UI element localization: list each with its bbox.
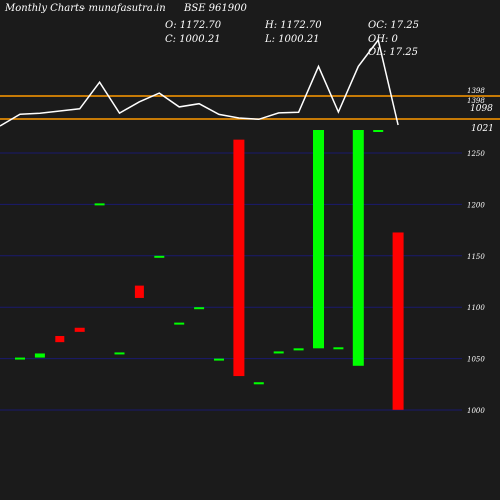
candle-11 [214,358,224,361]
high-value: H: 1172.70 [265,20,322,31]
candle-1 [15,357,25,360]
candle-9 [174,322,185,325]
site-name: - munafasutra.in [82,3,166,14]
y-tick-label: 1050 [467,356,485,364]
low-value: L: 1000.21 [265,34,320,45]
y-tick-label: 1250 [467,150,485,158]
chart-brand: Monthly Charts [5,3,85,14]
close-value: C: 1000.21 [165,34,221,45]
ol-value: OL: 17.25 [368,47,419,58]
y-tick-label: 1100 [467,304,485,312]
reference-label-low: 1098 [470,104,493,114]
candle-8 [154,255,165,258]
reference-label-high: 1398 [467,87,485,95]
y-tick-label: 1000 [467,407,485,415]
line-top-label: 1021 [471,124,494,134]
candle-20 [392,232,404,410]
candle-14 [273,351,284,354]
candle-3 [55,335,65,343]
candle-16 [313,130,324,349]
symbol-label: BSE 961900 [184,3,247,14]
candle-2 [34,353,45,358]
open-value: O: 1172.70 [165,20,222,31]
candle-10 [194,307,205,310]
candle-4 [74,327,85,332]
candle-18 [352,130,364,366]
candle-19 [373,130,384,132]
oc-value: OC: 17.25 [368,20,420,31]
candle-13 [253,382,264,385]
candle-5 [94,203,105,206]
y-tick-label: 1200 [467,201,485,209]
candle-17 [333,347,344,350]
candle-6 [114,352,125,355]
reference-label-high-dup: 1398 [467,97,485,105]
y-tick-label: 1150 [467,253,485,261]
candle-7 [134,285,144,298]
oh-value: OH: 0 [368,34,398,45]
candle-15 [293,348,304,351]
candle-12 [233,139,245,377]
close-price-line [0,38,399,127]
